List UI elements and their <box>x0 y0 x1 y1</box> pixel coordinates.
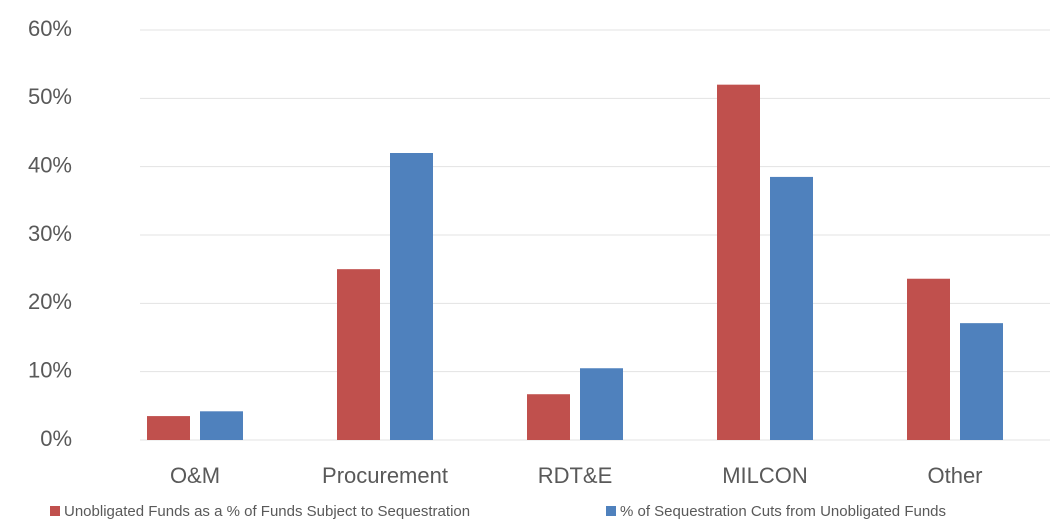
bar <box>337 269 380 440</box>
bar <box>717 84 760 441</box>
y-tick-label: 20% <box>28 289 72 314</box>
bar <box>200 411 243 440</box>
legend-label: Unobligated Funds as a % of Funds Subjec… <box>64 503 470 520</box>
y-tick-label: 0% <box>40 426 72 451</box>
x-tick-label: RDT&E <box>538 463 613 488</box>
legend-swatch <box>50 506 60 516</box>
bar <box>960 323 1003 440</box>
legend-label: % of Sequestration Cuts from Unobligated… <box>620 503 946 520</box>
bar <box>527 394 570 440</box>
y-tick-label: 40% <box>28 152 72 177</box>
legend-swatch <box>606 506 616 516</box>
bar <box>770 176 813 440</box>
bar <box>147 416 190 440</box>
x-tick-label: MILCON <box>722 463 808 488</box>
x-tick-label: Other <box>927 463 982 488</box>
bar <box>580 368 623 440</box>
y-tick-label: 30% <box>28 221 72 246</box>
x-tick-label: Procurement <box>322 463 448 488</box>
bar <box>390 153 433 440</box>
x-tick-label: O&M <box>170 463 220 488</box>
bar <box>907 278 950 440</box>
y-tick-label: 10% <box>28 357 72 382</box>
y-tick-label: 50% <box>28 84 72 109</box>
y-tick-label: 60% <box>28 16 72 41</box>
